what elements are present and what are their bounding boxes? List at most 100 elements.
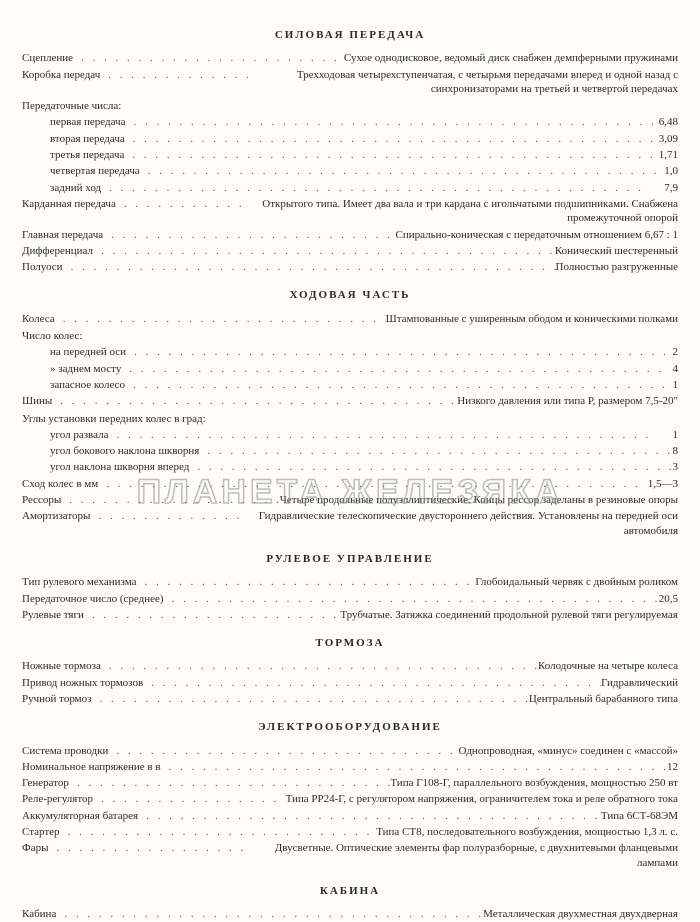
leader-dots: . . . . . . . . . . . . . . . . . . . . … — [65, 493, 279, 507]
spec-label: Колеса — [22, 312, 59, 326]
leader-dots: . . . . . . . . . . . . . . . . . . . . … — [165, 760, 667, 774]
section-title: ЭЛЕКТРООБОРУДОВАНИЕ — [22, 720, 678, 734]
section-title: РУЛЕВОЕ УПРАВЛЕНИЕ — [22, 552, 678, 566]
spec-row: Ножные тормоза. . . . . . . . . . . . . … — [22, 659, 678, 673]
spec-value: Колодочные на четыре колеса — [538, 659, 678, 673]
spec-value: 1 — [673, 428, 679, 442]
spec-value: Центральный барабанного типа — [529, 692, 678, 706]
spec-row: Коробка передач. . . . . . . . . . . . .… — [22, 68, 678, 97]
spec-value: Типа РР24-Г, с регулятором напряжения, о… — [286, 792, 678, 806]
leader-dots: . . . . . . . . . . . . . . . . . . . . … — [129, 115, 658, 129]
spec-row: вторая передача. . . . . . . . . . . . .… — [22, 132, 678, 146]
spec-label: угол бокового наклона шкворня — [22, 444, 203, 458]
spec-label: Шины — [22, 394, 56, 408]
leader-dots: . . . . . . . . . . . . . . . . . . . . … — [88, 608, 340, 622]
spec-row: Число колес: — [22, 329, 678, 343]
spec-row: Генератор. . . . . . . . . . . . . . . .… — [22, 776, 678, 790]
spec-label: Номинальное напряжение в в — [22, 760, 165, 774]
spec-value: Трехходовая четырехступенчатая, с четырь… — [248, 68, 678, 97]
section-title: СИЛОВАЯ ПЕРЕДАЧА — [22, 28, 678, 42]
leader-dots: . . . . . . . . . . . . . . . . . . . . … — [129, 132, 659, 146]
spec-value: 1,0 — [664, 164, 678, 178]
spec-row: угол развала. . . . . . . . . . . . . . … — [22, 428, 678, 442]
spec-row: запасное колесо. . . . . . . . . . . . .… — [22, 378, 678, 392]
spec-value: Открытого типа. Имеет два вала и три кар… — [248, 197, 678, 226]
spec-label: Система проводки — [22, 744, 112, 758]
spec-value: Низкого давления или типа Р, размером 7,… — [457, 394, 678, 408]
leader-dots: . . . . . . . . . . . . . . . . . . . . … — [64, 825, 377, 839]
spec-row: Привод ножных тормозов. . . . . . . . . … — [22, 676, 678, 690]
spec-row: угол наклона шкворня вперед. . . . . . .… — [22, 460, 678, 474]
leader-dots: . . . . . . . . . . . . . . . . . . . . … — [97, 244, 555, 258]
spec-document: СИЛОВАЯ ПЕРЕДАЧА Сцепление. . . . . . . .… — [22, 28, 678, 922]
spec-label: Рулевые тяги — [22, 608, 88, 622]
spec-label: Дифференциал — [22, 244, 97, 258]
leader-dots: . . . . . . . . . . . . . . . . . . . . … — [193, 460, 672, 474]
spec-value: Типа 6СТ-68ЭМ — [601, 809, 678, 823]
leader-dots: . . . . . . . . . . . . . . . . . . . . … — [107, 228, 395, 242]
spec-label: Карданная передача — [22, 197, 120, 211]
spec-row: Система проводки. . . . . . . . . . . . … — [22, 744, 678, 758]
spec-label: Ножные тормоза — [22, 659, 105, 673]
leader-dots: . . . . . . . . . . . . . . . . . . . . … — [105, 659, 538, 673]
leader-dots: . . . . . . . . . . . . . . . . . . . . … — [102, 477, 648, 491]
spec-row: Ручной тормоз. . . . . . . . . . . . . .… — [22, 692, 678, 706]
spec-row: Амортизаторы. . . . . . . . . . . . . . … — [22, 509, 678, 538]
spec-value: Гидравлические телескопические двусторон… — [248, 509, 678, 538]
spec-value: Двусветные. Оптические элементы фар полу… — [248, 841, 678, 870]
spec-label: четвертая передача — [22, 164, 144, 178]
spec-label: Передаточные числа: — [22, 99, 125, 113]
leader-dots: . . . . . . . . . . . . . . . . . . . . … — [56, 394, 457, 408]
spec-row: четвертая передача. . . . . . . . . . . … — [22, 164, 678, 178]
spec-value: Штампованные с уширенным ободом и кониче… — [386, 312, 678, 326]
spec-value: Спирально-коническая с передаточным отно… — [396, 228, 678, 242]
spec-value: 2 — [673, 345, 679, 359]
spec-value: Типа Г108-Г, параллельного возбуждения, … — [390, 776, 678, 790]
spec-row: Шины. . . . . . . . . . . . . . . . . . … — [22, 394, 678, 408]
spec-value: 1,71 — [659, 148, 678, 162]
spec-label: первая передача — [22, 115, 129, 129]
spec-row: Главная передача. . . . . . . . . . . . … — [22, 228, 678, 242]
spec-value: Конический шестеренный — [555, 244, 678, 258]
spec-value: Глобоидальный червяк с двойным роликом — [475, 575, 678, 589]
leader-dots: . . . . . . . . . . . . . . . . . . . . … — [97, 792, 286, 806]
spec-row: задний ход. . . . . . . . . . . . . . . … — [22, 181, 678, 195]
spec-value: Полностью разгруженные — [556, 260, 678, 274]
section-title: ТОРМОЗА — [22, 636, 678, 650]
spec-value: 6,48 — [659, 115, 678, 129]
spec-row: Рессоры. . . . . . . . . . . . . . . . .… — [22, 493, 678, 507]
spec-label: задний ход — [22, 181, 105, 195]
spec-row: Сцепление. . . . . . . . . . . . . . . .… — [22, 51, 678, 65]
spec-value: 1,5—3 — [648, 477, 678, 491]
section-title: КАБИНА — [22, 884, 678, 898]
spec-row: » заднем мосту. . . . . . . . . . . . . … — [22, 362, 678, 376]
spec-value: 20,5 — [659, 592, 678, 606]
leader-dots: . . . . . . . . . . . . . . . . . . . . … — [129, 378, 672, 392]
spec-value: Типа СТ8, последовательного возбуждения,… — [376, 825, 678, 839]
leader-dots: . . . . . . . . . . . . . . . . . . . . … — [60, 907, 483, 921]
spec-label: Фары — [22, 841, 52, 855]
spec-label: вторая передача — [22, 132, 129, 146]
leader-dots: . . . . . . . . . . . . . . . . . . . . … — [141, 575, 476, 589]
spec-label: угол развала — [22, 428, 112, 442]
spec-row: Стартер. . . . . . . . . . . . . . . . .… — [22, 825, 678, 839]
leader-dots: . . . . . . . . . . . . . . . . . . . . … — [67, 260, 556, 274]
spec-label: Углы установки передних колес в град: — [22, 412, 210, 426]
leader-dots: . . . . . . . . . . . . . . . . . . . . … — [52, 841, 248, 855]
leader-dots: . . . . . . . . . . . . . . . . . . . . … — [77, 51, 344, 65]
spec-value: 12 — [667, 760, 678, 774]
spec-value: 8 — [673, 444, 679, 458]
spec-row: Полуоси. . . . . . . . . . . . . . . . .… — [22, 260, 678, 274]
spec-value: 3,09 — [659, 132, 678, 146]
spec-row: угол бокового наклона шкворня. . . . . .… — [22, 444, 678, 458]
leader-dots: . . . . . . . . . . . . . . . . . . . . … — [59, 312, 386, 326]
spec-label: Главная передача — [22, 228, 107, 242]
leader-dots: . . . . . . . . . . . . . . . . . . . . … — [203, 444, 672, 458]
spec-label: Передаточное число (среднее) — [22, 592, 168, 606]
spec-row: Передаточные числа: — [22, 99, 678, 113]
spec-label: запасное колесо — [22, 378, 129, 392]
spec-value: 4 — [673, 362, 679, 376]
spec-label: Число колес: — [22, 329, 86, 343]
leader-dots: . . . . . . . . . . . . . . . . . . . . … — [104, 68, 248, 82]
spec-label: Аккумуляторная батарея — [22, 809, 142, 823]
